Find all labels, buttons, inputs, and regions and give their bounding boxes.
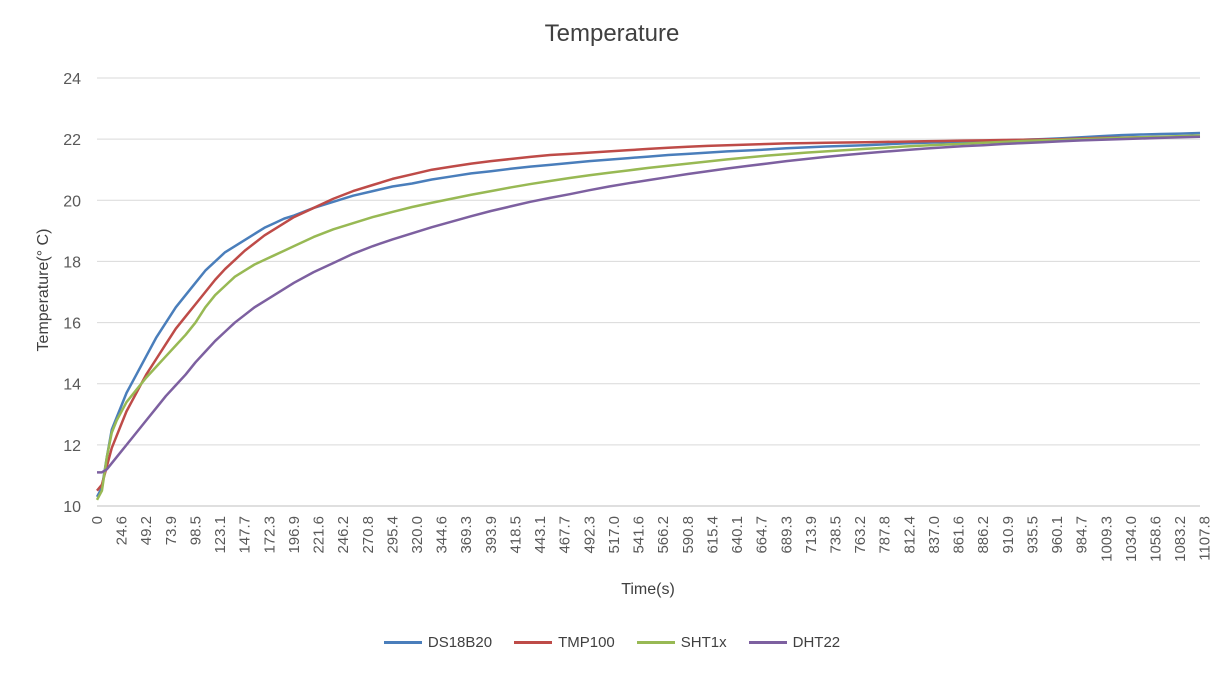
series-line-dht22: [97, 135, 1201, 474]
x-tick-label: 984.7: [1074, 516, 1091, 554]
x-tick-label: 467.7: [557, 516, 574, 554]
x-tick-label: 738.5: [827, 516, 844, 554]
x-tick-label: 73.9: [163, 516, 180, 545]
x-tick-label: 664.7: [754, 516, 771, 554]
x-tick-label: 172.3: [261, 516, 278, 554]
x-tick-label: 320.0: [409, 516, 426, 554]
x-tick-label: 517.0: [606, 516, 623, 554]
x-tick-label: 492.3: [581, 516, 598, 554]
x-tick-label: 640.1: [729, 516, 746, 554]
legend-swatch: [748, 641, 787, 644]
y-tick-label: 18: [63, 254, 81, 271]
legend-item-sht1x: SHT1x: [636, 634, 727, 651]
chart-legend: DS18B20 TMP100 SHT1x DHT22: [0, 634, 1224, 651]
x-tick-label: 1009.3: [1098, 516, 1115, 562]
legend-item-dht22: DHT22: [748, 634, 841, 651]
x-tick-label: 837.0: [926, 516, 943, 554]
x-tick-label: 812.4: [901, 516, 918, 554]
x-tick-label: 1083.2: [1172, 516, 1189, 562]
y-tick-label: 10: [63, 499, 81, 516]
legend-swatch: [383, 641, 422, 644]
x-tick-label: 861.6: [951, 516, 968, 554]
x-tick-label: 787.8: [877, 516, 894, 554]
chart-title: Temperature: [544, 20, 680, 47]
x-tick-label: 344.6: [434, 516, 451, 554]
x-tick-label: 1107.8: [1197, 516, 1214, 561]
legend-swatch: [514, 641, 553, 644]
x-tick-label: 98.5: [187, 516, 204, 545]
legend-swatch: [636, 641, 675, 644]
x-tick-label: 369.3: [458, 516, 475, 554]
x-tick-label: 393.9: [483, 516, 500, 554]
x-tick-label: 1034.0: [1123, 516, 1140, 562]
x-tick-label: 196.9: [286, 516, 303, 554]
x-tick-label: 1058.6: [1148, 516, 1165, 562]
legend-label: SHT1x: [680, 634, 727, 651]
legend-item-tmp100: TMP100: [514, 634, 615, 651]
series-line-tmp100: [96, 134, 1201, 492]
x-tick-label: 689.3: [778, 516, 795, 554]
x-tick-label: 763.2: [852, 516, 869, 554]
y-tick-label: 16: [63, 316, 81, 333]
series-line-ds18b20: [95, 131, 1201, 498]
y-tick-label: 20: [63, 193, 81, 210]
x-tick-label: 221.6: [311, 516, 328, 554]
legend-label: DHT22: [792, 634, 841, 651]
x-tick-label: 0: [89, 516, 106, 524]
x-tick-label: 910.9: [1000, 516, 1017, 554]
y-tick-label: 14: [63, 377, 81, 394]
series-line-sht1x: [95, 134, 1201, 501]
x-tick-label: 246.2: [335, 516, 352, 554]
x-tick-label: 615.4: [704, 516, 721, 554]
y-tick-label: 24: [63, 71, 81, 88]
x-tick-label: 418.5: [507, 516, 524, 554]
x-tick-label: 49.2: [138, 516, 155, 545]
y-tick-label: 12: [63, 438, 81, 455]
x-axis-title: Time(s): [621, 581, 675, 598]
x-tick-label: 541.6: [631, 516, 648, 554]
x-tick-label: 443.1: [532, 516, 549, 554]
x-tick-label: 566.2: [655, 516, 672, 554]
legend-label: DS18B20: [427, 634, 493, 651]
x-tick-label: 886.2: [975, 516, 992, 554]
legend-item-ds18b20: DS18B20: [383, 634, 493, 651]
x-tick-label: 960.1: [1049, 516, 1066, 554]
x-tick-label: 24.6: [114, 516, 131, 545]
y-tick-label: 22: [63, 132, 81, 149]
x-tick-label: 123.1: [212, 516, 229, 554]
x-tick-label: 713.9: [803, 516, 820, 554]
x-tick-label: 590.8: [680, 516, 697, 554]
x-tick-label: 270.8: [360, 516, 377, 554]
legend-label: TMP100: [558, 634, 615, 651]
x-tick-label: 147.7: [237, 516, 254, 554]
x-tick-label: 295.4: [384, 516, 401, 554]
x-tick-label: 935.5: [1024, 516, 1041, 554]
